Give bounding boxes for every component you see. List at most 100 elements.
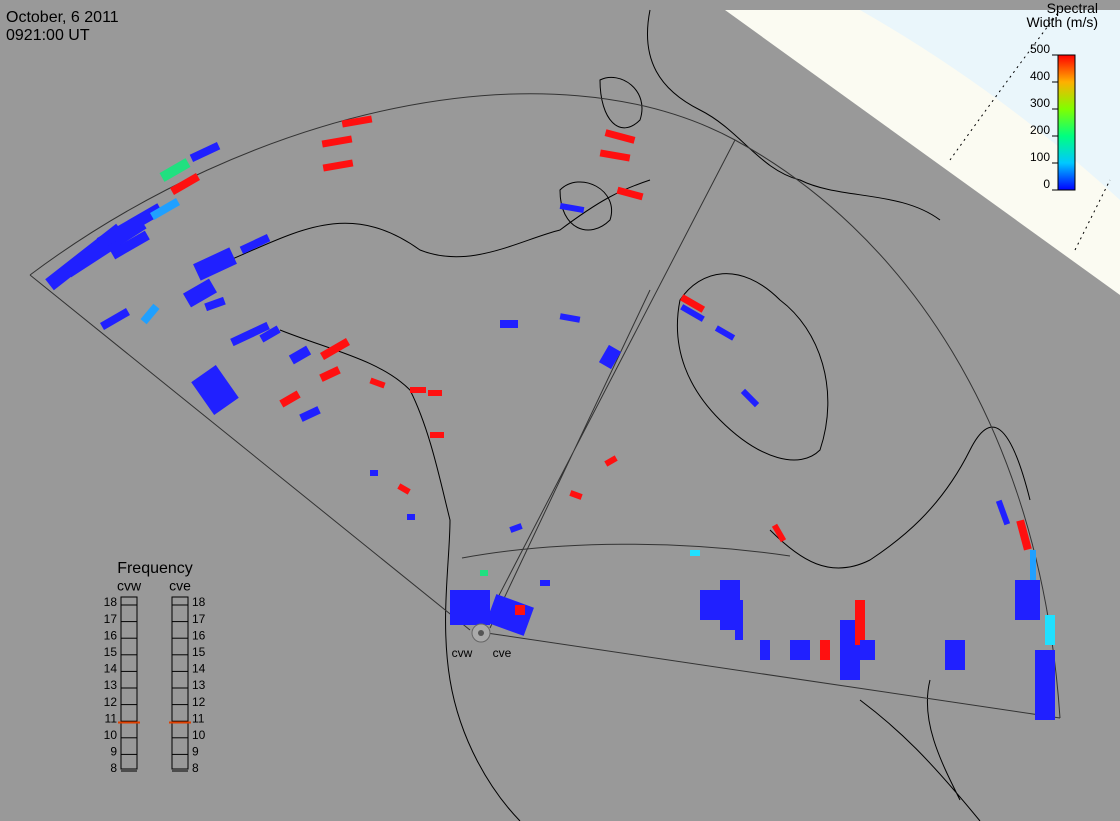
echo-cell xyxy=(598,344,622,370)
echo-cell xyxy=(430,432,444,438)
frequency-tick-label: 10 xyxy=(104,728,118,742)
echo-cell xyxy=(322,159,354,172)
station-label: cve xyxy=(493,646,512,660)
echo-cell xyxy=(486,594,534,636)
echo-cell xyxy=(320,338,350,360)
echo-cell xyxy=(239,234,271,254)
colorbar-title-line: Width (m/s) xyxy=(1026,14,1098,30)
echo-cell xyxy=(369,377,386,389)
frequency-tick-label: 15 xyxy=(192,645,206,659)
echo-cell xyxy=(515,605,525,615)
echo-cell xyxy=(397,483,411,495)
frequency-tick-label: 13 xyxy=(104,678,118,692)
echo-cell xyxy=(500,320,518,328)
echo-cell xyxy=(319,366,341,382)
echo-cell xyxy=(509,523,523,533)
echo-cell xyxy=(96,203,164,249)
echo-cell xyxy=(1015,580,1040,620)
echo-cell xyxy=(189,142,221,162)
frequency-tick-label: 13 xyxy=(192,678,206,692)
frequency-tick-label: 9 xyxy=(192,745,199,759)
frequency-tick-label: 11 xyxy=(192,711,205,725)
colorbar-scale xyxy=(1057,54,1076,191)
echo-cell xyxy=(616,186,644,201)
polar-region xyxy=(860,10,1120,200)
echo-cell xyxy=(820,640,830,660)
frequency-tick-label: 17 xyxy=(192,612,206,626)
frequency-column xyxy=(171,596,189,770)
colorbar-tick-label: 0 xyxy=(1043,177,1050,191)
frequency-panel: Frequencycvw18171615141312111098cve18171… xyxy=(104,560,206,775)
echo-cell xyxy=(193,247,237,281)
frequency-tick-label: 17 xyxy=(104,612,118,626)
echo-cell xyxy=(1030,550,1036,580)
field-of-view xyxy=(29,93,1061,719)
echo-cell xyxy=(230,321,270,347)
echo-cell xyxy=(428,390,442,396)
echo-cell xyxy=(341,115,373,128)
echo-cell xyxy=(183,278,217,308)
echo-cell xyxy=(760,640,770,660)
echo-cell xyxy=(735,600,743,640)
frequency-tick-label: 11 xyxy=(105,711,118,725)
echo-cell xyxy=(370,470,378,476)
echo-cell xyxy=(288,345,312,365)
frequency-tick-label: 12 xyxy=(192,695,206,709)
radar-site-center xyxy=(478,630,484,636)
echo-cell xyxy=(604,455,618,467)
echo-cell xyxy=(1035,650,1055,720)
echo-cell xyxy=(191,365,239,415)
frequency-tick-label: 16 xyxy=(192,628,206,642)
echo-cell xyxy=(680,304,705,322)
echo-cell xyxy=(259,325,281,343)
echo-cell xyxy=(771,523,787,543)
echo-cell xyxy=(407,514,415,520)
latitude-circle xyxy=(949,9,1061,161)
echo-cell xyxy=(569,490,583,500)
frequency-tick-label: 8 xyxy=(192,761,199,775)
echo-cell xyxy=(679,294,706,313)
echo-cell xyxy=(599,149,631,162)
colorbar-tick-label: 300 xyxy=(1030,96,1050,110)
echo-cell xyxy=(450,590,490,625)
frequency-tick-label: 18 xyxy=(192,595,206,609)
colorbar-tick-label: 400 xyxy=(1030,69,1050,83)
echo-cell xyxy=(299,406,321,422)
station-label: cvw xyxy=(452,646,473,660)
coastline xyxy=(229,9,1031,821)
echo-cell xyxy=(170,173,200,195)
echo-cell xyxy=(204,296,226,312)
frequency-tick-label: 14 xyxy=(104,662,118,676)
echo-cell xyxy=(150,198,180,220)
echo-cell xyxy=(945,640,965,670)
colorbar: Spectral Width (m/s) 500 400 300 200 100 0 xyxy=(1026,0,1098,191)
radar-name: cve xyxy=(169,578,191,594)
echo-cell xyxy=(995,499,1011,526)
echo-cell xyxy=(321,135,353,148)
echo-cell xyxy=(790,640,810,660)
frequency-tick-label: 16 xyxy=(104,628,118,642)
time: 0921:00 UT xyxy=(6,27,90,44)
echo-cell xyxy=(604,129,636,144)
frequency-tick-label: 15 xyxy=(104,645,118,659)
echo-cell xyxy=(690,550,700,556)
echo-cell xyxy=(559,313,581,323)
colorbar-tick-label: 100 xyxy=(1030,150,1050,164)
echo-cell xyxy=(1016,519,1032,551)
colorbar-tick-label: 200 xyxy=(1030,123,1050,137)
echo-cell xyxy=(540,580,550,586)
radar-name: cvw xyxy=(117,578,142,594)
echo-cell xyxy=(159,158,191,182)
colorbar-title-line: Spectral xyxy=(1047,0,1098,16)
echo-cell xyxy=(559,202,585,214)
frequency-tick-label: 12 xyxy=(104,695,118,709)
latitude-circle xyxy=(1074,179,1111,251)
echo-cell xyxy=(110,230,150,260)
frequency-tick-label: 10 xyxy=(192,728,206,742)
frequency-tick-label: 9 xyxy=(110,745,117,759)
echo-cell xyxy=(480,570,488,576)
frequency-column xyxy=(120,596,138,770)
echo-cell xyxy=(855,600,865,645)
echo-cell xyxy=(100,308,130,330)
